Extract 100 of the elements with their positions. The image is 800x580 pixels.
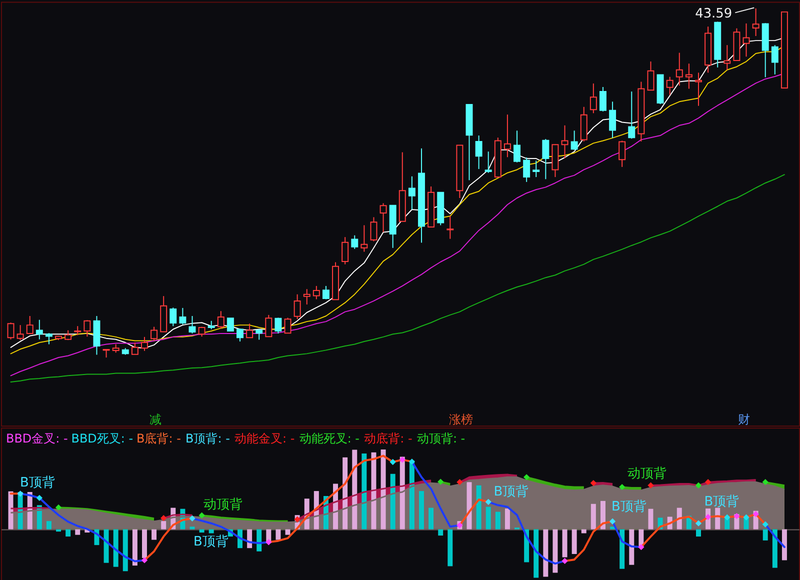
bar: [572, 529, 577, 554]
candlestick: [303, 288, 310, 305]
point: [752, 511, 759, 518]
candlestick: [265, 314, 272, 338]
candlestick: [666, 76, 674, 96]
annotation: 43.59: [695, 6, 732, 22]
candlestick: [246, 323, 254, 338]
text: 动能死叉: -: [299, 432, 360, 446]
candlestick: [140, 336, 148, 352]
candlestick: [170, 307, 177, 327]
bar: [256, 529, 262, 552]
bar: [600, 500, 606, 530]
bar: [762, 529, 768, 540]
candlestick: [217, 310, 224, 330]
candlestick: [188, 315, 196, 334]
bar: [448, 529, 453, 566]
bar: [122, 529, 128, 572]
text: 减: [150, 412, 162, 427]
bar: [8, 491, 14, 530]
candlestick: [74, 326, 82, 336]
point: [724, 514, 730, 520]
bar: [66, 529, 71, 537]
candlestick: [561, 124, 568, 159]
bar: [562, 529, 568, 558]
bar: [400, 456, 405, 530]
bar: [132, 529, 138, 566]
annotation: B顶背: [611, 499, 646, 514]
candlestick: [45, 332, 52, 345]
candlestick: [484, 151, 492, 174]
candlestick: [618, 140, 626, 168]
bar: [438, 529, 444, 536]
bar: [342, 457, 348, 530]
bar: [486, 506, 491, 530]
candlestick: [16, 324, 24, 341]
candlestick: [609, 101, 616, 138]
bar: [190, 526, 195, 530]
candlestick: [226, 318, 234, 332]
point: [734, 513, 740, 520]
bar: [352, 450, 358, 530]
point: [294, 516, 300, 522]
bar: [590, 504, 596, 530]
text: 动顶背: -: [416, 432, 466, 446]
candlestick: [628, 91, 636, 140]
point: [266, 539, 272, 546]
point: [609, 518, 616, 524]
legend-label: 动底背: -: [364, 432, 412, 446]
bar: [552, 529, 558, 573]
point: [17, 490, 24, 497]
bar: [75, 529, 80, 535]
candlestick: [294, 294, 301, 320]
bar: [495, 512, 500, 530]
bar: [208, 529, 214, 534]
bar: [113, 529, 118, 567]
candlestick: [84, 320, 91, 338]
annotation: 动顶背: [203, 497, 242, 512]
bar: [772, 529, 778, 568]
annotation: B顶背: [20, 476, 55, 491]
candlestick: [370, 216, 378, 242]
bar: [428, 508, 434, 530]
point: [160, 515, 167, 522]
bar: [476, 485, 482, 530]
point: [743, 514, 750, 520]
candlestick: [131, 342, 138, 355]
bar: [504, 508, 510, 530]
candlestick: [742, 22, 750, 58]
candlestick: [150, 326, 158, 342]
bar: [782, 529, 787, 560]
text: BBD金叉: -: [6, 432, 68, 446]
point: [189, 515, 196, 522]
bar: [648, 508, 654, 530]
text: 财: [738, 412, 750, 427]
candlestick: [599, 86, 606, 112]
bar: [543, 529, 548, 577]
point: [695, 482, 702, 488]
candlestick: [274, 317, 282, 334]
point: [399, 456, 406, 463]
candlestick: [647, 61, 654, 91]
bar: [276, 529, 281, 540]
annotation: 动顶背: [627, 466, 666, 482]
candlestick: [342, 236, 349, 265]
text: 涨榜: [448, 412, 473, 427]
candlestick: [256, 328, 263, 340]
point: [141, 557, 148, 564]
point: [562, 558, 568, 564]
bar: [362, 453, 367, 530]
point: [704, 514, 712, 520]
candlestick: [179, 307, 186, 325]
text: 动能金叉: -: [234, 432, 295, 446]
candlestick: [570, 130, 578, 150]
candlestick: [7, 322, 14, 340]
annotation: B顶背: [194, 534, 228, 550]
bar: [419, 491, 424, 530]
legend-label: B底背: -: [136, 432, 181, 446]
bar: [142, 529, 147, 558]
bar: [620, 529, 625, 569]
candlestick: [724, 44, 731, 70]
bar: [285, 529, 290, 535]
bar: [152, 529, 157, 540]
point: [648, 482, 654, 488]
point: [762, 479, 768, 486]
